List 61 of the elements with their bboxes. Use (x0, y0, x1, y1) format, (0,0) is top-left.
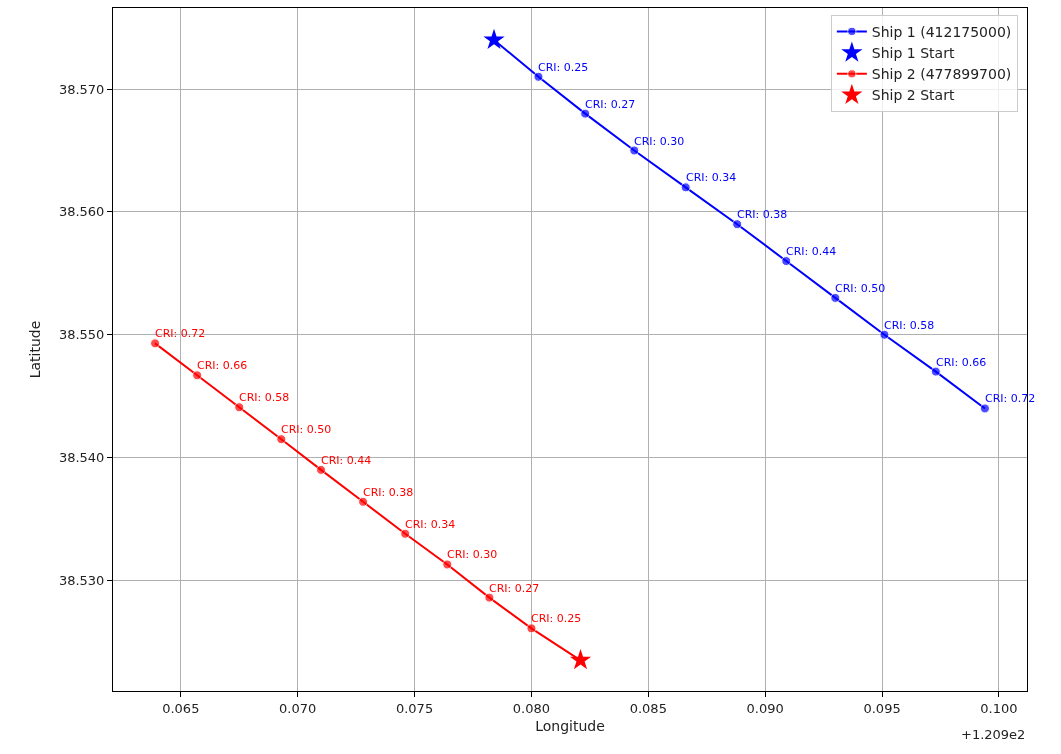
annotation: CRI: 0.34 (686, 171, 737, 184)
annotation: CRI: 0.30 (634, 135, 685, 148)
point (442, 559, 453, 570)
point (732, 219, 743, 230)
annotation: CRI: 0.66 (197, 359, 248, 372)
legend-label: Ship 1 Start (871, 45, 955, 62)
annotation: CRI: 0.50 (281, 423, 332, 436)
annotation: CRI: 0.38 (363, 486, 414, 499)
y-tick-label: 38.540 (58, 450, 105, 466)
point (580, 108, 591, 119)
point (150, 338, 161, 349)
point (276, 434, 287, 445)
annotation: CRI: 0.58 (884, 319, 935, 332)
annotation: CRI: 0.58 (239, 391, 290, 404)
point (979, 403, 990, 414)
y-tick-label: 38.550 (58, 327, 105, 343)
legend-label: Ship 1 (412175000) (871, 23, 1012, 40)
y-tick-label: 38.570 (58, 81, 105, 97)
point (629, 145, 640, 156)
text: +1.209e2 (961, 727, 1026, 742)
y-tick-label: 38.560 (58, 204, 105, 220)
annotation: CRI: 0.25 (538, 61, 589, 74)
annotation: CRI: 0.27 (489, 582, 540, 595)
x-tick-label: 0.070 (279, 700, 317, 716)
point (192, 370, 203, 381)
x-tick-label: 0.100 (980, 700, 1018, 716)
point (879, 329, 890, 340)
point (484, 592, 495, 603)
legend-label: Ship 2 Start (871, 87, 955, 104)
y-tick-label: 38.530 (58, 572, 105, 588)
x-tick-label: 0.085 (629, 700, 667, 716)
point (930, 366, 941, 377)
point (781, 256, 792, 267)
x-tick-label: 0.080 (512, 700, 551, 716)
point (533, 71, 544, 82)
annotation: CRI: 0.38 (737, 208, 788, 221)
annotation: CRI: 0.34 (405, 518, 456, 531)
point (680, 182, 691, 193)
x-tick-label: 0.075 (395, 700, 434, 716)
x-tick-label: 0.095 (863, 700, 901, 716)
point (569, 649, 592, 670)
x-tick-label: 0.090 (746, 700, 784, 716)
annotation: CRI: 0.25 (531, 612, 582, 625)
annotation: CRI: 0.72 (155, 327, 206, 340)
point (316, 464, 327, 475)
annotation: CRI: 0.27 (585, 98, 636, 111)
annotation: CRI: 0.30 (447, 548, 498, 561)
point (234, 402, 245, 413)
point (830, 292, 841, 303)
y-axis-title: Latitude (26, 320, 43, 379)
point (400, 528, 411, 539)
legend-label: Ship 2 (477899700) (871, 66, 1012, 83)
x-axis-title: Longitude (535, 717, 605, 734)
x-tick-label: 0.065 (162, 700, 200, 716)
point (358, 496, 369, 507)
annotation: CRI: 0.66 (936, 356, 987, 369)
annotation: CRI: 0.50 (835, 282, 886, 295)
annotation: CRI: 0.44 (321, 454, 372, 467)
point (483, 28, 505, 49)
point (526, 623, 537, 634)
annotation: CRI: 0.44 (786, 245, 837, 258)
